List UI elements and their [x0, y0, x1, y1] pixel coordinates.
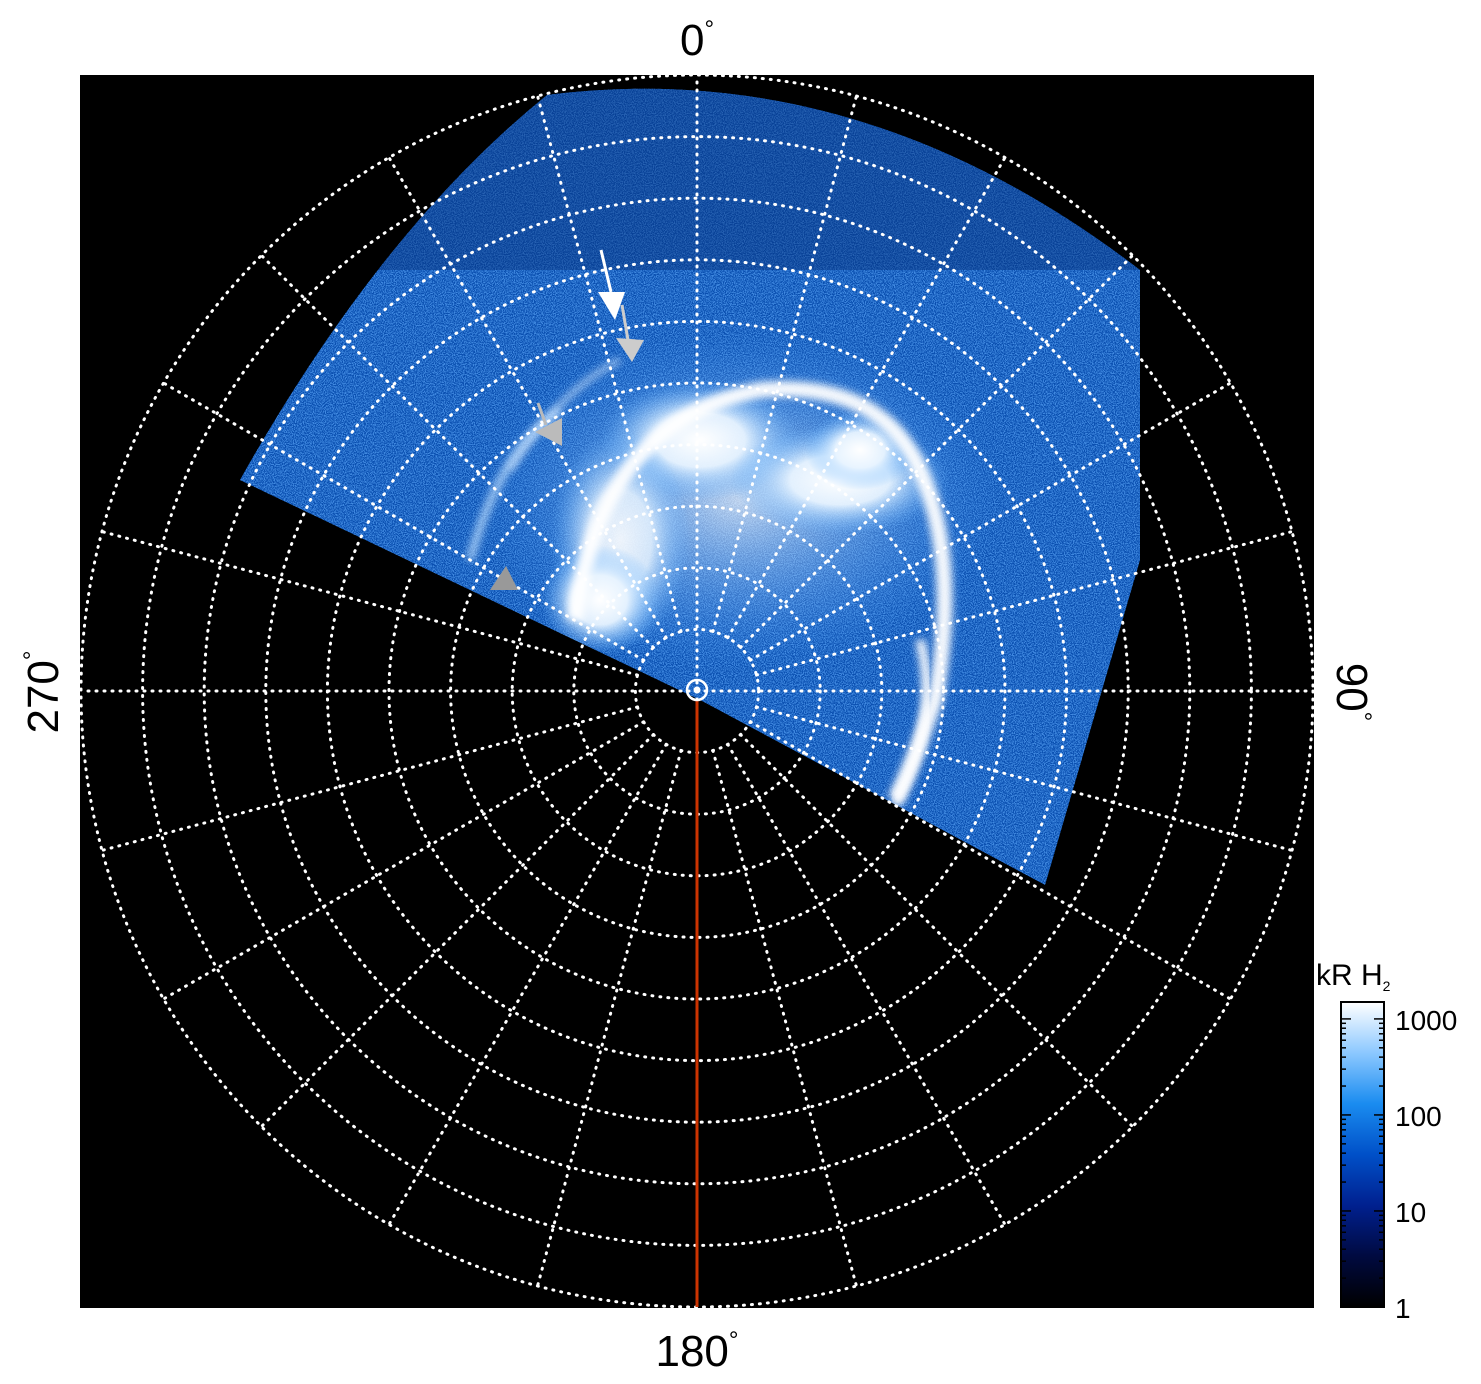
aurora-core-5 — [540, 545, 660, 655]
colorbar-tick-label: 1 — [1395, 1293, 1411, 1324]
colorbar-tick-label: 100 — [1395, 1101, 1442, 1132]
angle-label-0: 0° — [680, 16, 714, 65]
colorbar-tick-label: 1000 — [1395, 1005, 1457, 1036]
latitude-circle — [449, 443, 945, 939]
colorbar-gradient-bar — [1340, 1001, 1385, 1308]
angle-label-90: 90° — [1327, 663, 1376, 722]
pole-marker — [685, 678, 709, 702]
colorbar-tick-label: 10 — [1395, 1197, 1426, 1228]
gray-arrow-1 — [616, 304, 644, 362]
latitude-circle — [387, 381, 1007, 1001]
colorbar-ticks: 1 10 100 1000 — [1341, 1005, 1457, 1324]
gray-arrow-2 — [535, 402, 562, 446]
outer-arc — [507, 357, 622, 472]
colorbar-title: kR H2 — [1316, 959, 1391, 994]
angle-label-180: 180° — [655, 1327, 738, 1376]
latitude-circle — [202, 196, 1192, 1186]
lower-right-arc — [891, 638, 931, 808]
main-auroral-arc — [567, 381, 953, 804]
gray-triangle-marker — [490, 566, 518, 590]
annotation-markers — [490, 249, 644, 590]
white-arrow — [598, 249, 625, 320]
colorbar: kR H2 1 10 100 1000 — [1316, 959, 1457, 1324]
angle-label-270: 270° — [19, 650, 68, 733]
